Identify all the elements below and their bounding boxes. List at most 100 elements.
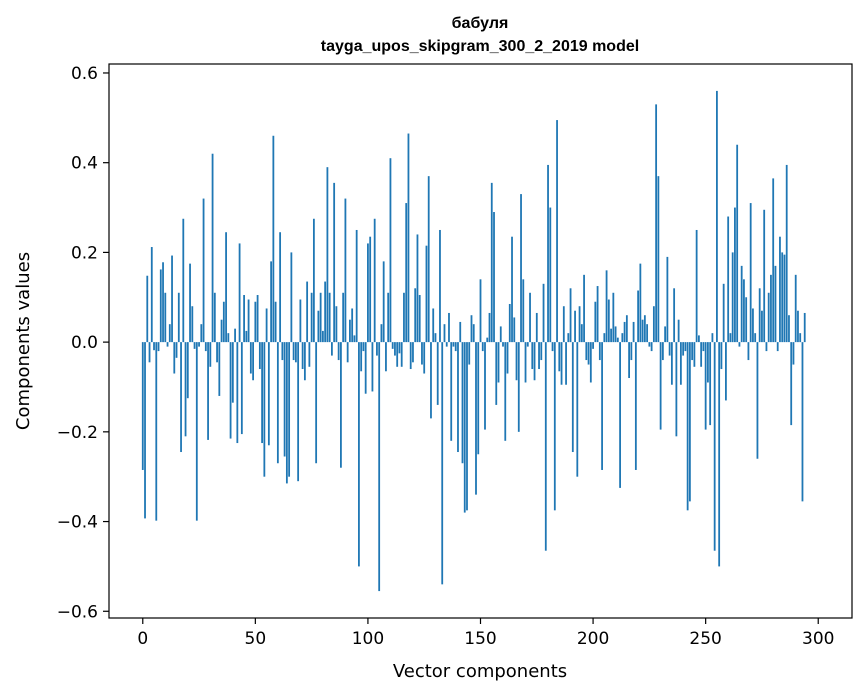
bar-170 [524, 342, 527, 383]
bar-271 [752, 308, 754, 343]
bar-6 [155, 342, 158, 521]
bar-257 [720, 342, 723, 370]
bar-286 [785, 164, 788, 343]
bar-130 [434, 333, 437, 343]
bar-226 [650, 342, 653, 352]
bar-104 [376, 342, 378, 356]
bar-208 [610, 328, 612, 343]
bar-156 [493, 212, 495, 343]
bar-77 [315, 342, 318, 464]
bar-162 [506, 342, 509, 374]
bar-260 [727, 216, 730, 343]
bar-224 [646, 324, 649, 343]
bar-182 [551, 342, 554, 352]
bar-288 [790, 342, 793, 426]
bar-49 [252, 342, 254, 381]
bar-135 [445, 342, 448, 347]
bar-54 [263, 342, 266, 477]
bar-99 [364, 342, 367, 394]
bar-109 [387, 292, 390, 343]
bar-124 [421, 342, 423, 365]
bar-223 [643, 315, 646, 343]
bar-120 [412, 342, 414, 363]
bar-26 [200, 324, 203, 343]
bar-53 [261, 342, 263, 444]
bar-183 [553, 342, 556, 511]
bar-200 [592, 342, 594, 349]
bar-251 [707, 342, 709, 383]
bar-149 [477, 342, 480, 455]
bar-28 [204, 342, 207, 352]
bar-252 [709, 342, 712, 426]
bar-110 [389, 158, 392, 343]
bar-48 [249, 342, 252, 374]
x-tick-label-200: 200 [577, 629, 609, 649]
bar-41 [234, 328, 236, 343]
bar-13 [171, 255, 173, 343]
bar-33 [216, 342, 218, 363]
bar-180 [547, 164, 549, 343]
bar-58 [272, 135, 275, 343]
bar-238 [677, 319, 680, 343]
bar-161 [504, 342, 507, 441]
bar-151 [481, 342, 484, 352]
y-axis-ticks: −0.6 −0.4 −0.2 0.0 0.2 0.4 0.6 [57, 64, 109, 622]
bar-102 [371, 342, 374, 392]
bar-2 [146, 275, 149, 343]
bar-27 [202, 198, 205, 343]
bar-114 [398, 342, 401, 354]
bar-142 [461, 342, 464, 464]
bar-116 [403, 292, 405, 343]
bar-186 [560, 342, 563, 385]
bar-228 [655, 104, 658, 343]
bar-272 [754, 333, 757, 343]
bar-289 [792, 342, 795, 365]
bar-25 [198, 342, 200, 347]
bars-group [141, 90, 806, 592]
bar-101 [369, 236, 372, 343]
bar-122 [416, 234, 419, 343]
bar-188 [565, 342, 567, 385]
bar-146 [470, 315, 473, 343]
bar-196 [583, 274, 585, 343]
bar-171 [526, 342, 529, 347]
bar-244 [691, 342, 694, 361]
bar-168 [520, 194, 522, 343]
bar-19 [184, 342, 187, 437]
bar-266 [740, 265, 743, 343]
bar-57 [270, 261, 273, 343]
bar-163 [508, 303, 511, 343]
bar-290 [794, 274, 797, 343]
bar-50 [254, 301, 257, 343]
bar-108 [385, 342, 387, 372]
bar-69 [297, 342, 300, 482]
bar-165 [513, 317, 516, 343]
bar-46 [245, 330, 248, 343]
bar-24 [195, 342, 198, 521]
bar-159 [499, 326, 502, 343]
bar-71 [301, 342, 304, 370]
bar-152 [484, 342, 486, 430]
bar-254 [713, 342, 716, 551]
bar-107 [382, 261, 385, 343]
bar-153 [486, 337, 489, 343]
bar-117 [405, 203, 408, 343]
bar-14 [173, 342, 176, 374]
bar-100 [367, 243, 369, 343]
y-tick-label-2: −0.2 [57, 423, 98, 443]
bar-267 [743, 279, 745, 343]
bar-65 [288, 342, 291, 477]
bar-198 [587, 342, 590, 365]
bar-118 [407, 133, 410, 343]
bar-275 [761, 310, 763, 343]
bar-18 [182, 218, 185, 343]
bar-51 [256, 295, 259, 343]
bar-220 [637, 290, 640, 343]
bar-154 [488, 312, 491, 343]
bar-268 [745, 297, 748, 343]
bar-231 [661, 342, 664, 361]
bar-264 [736, 144, 739, 343]
bar-112 [394, 342, 396, 356]
bar-235 [670, 342, 673, 385]
bar-143 [463, 342, 466, 513]
